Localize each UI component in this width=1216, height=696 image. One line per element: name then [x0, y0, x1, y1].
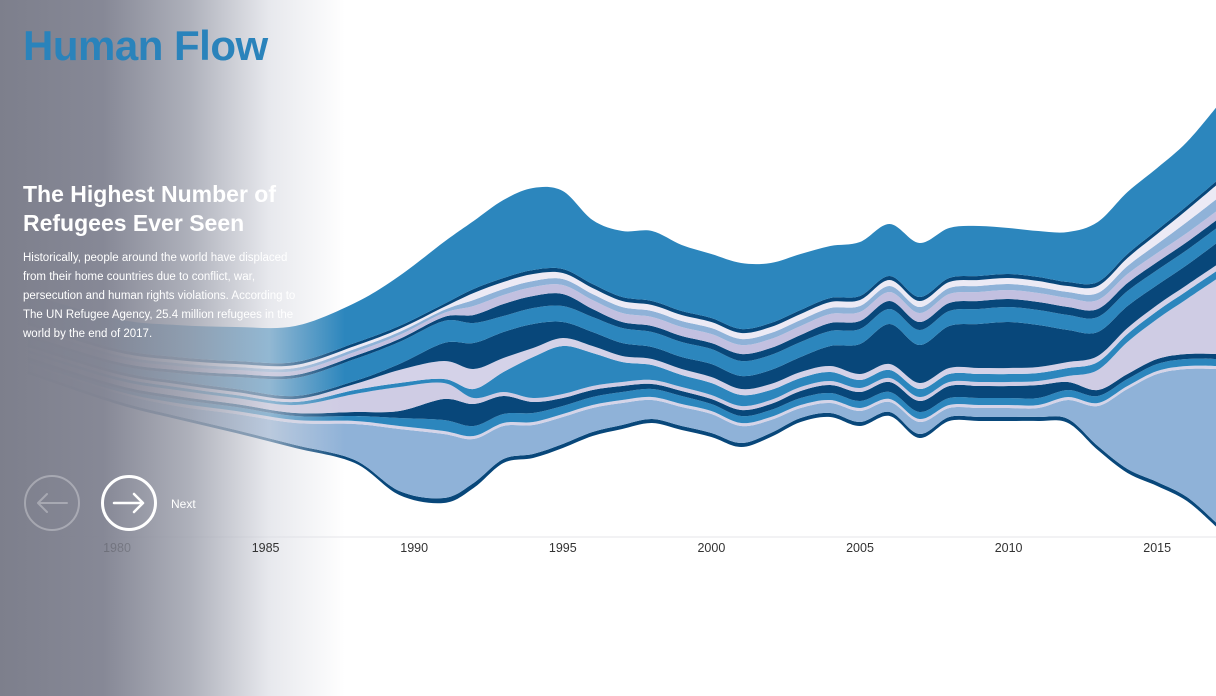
arrow-left-icon: [37, 493, 68, 513]
x-tick-2010: 2010: [994, 541, 1023, 555]
stream-band-3: [27, 363, 1216, 440]
stream-band-12: [27, 211, 1216, 377]
stream-band-9: [27, 243, 1216, 400]
stream-band-10: [27, 228, 1216, 397]
slide-heading: The Highest Number of Refugees Ever Seen: [23, 181, 277, 236]
stream-band-16: [27, 107, 1216, 364]
x-tick-1990: 1990: [400, 541, 429, 555]
previous-button[interactable]: [24, 475, 80, 531]
next-button[interactable]: [101, 475, 157, 531]
x-tick-2015: 2015: [1143, 541, 1172, 555]
arrow-right-icon: [112, 492, 145, 514]
stream-band-7: [27, 271, 1216, 407]
slide-body: Historically, people around the world ha…: [23, 252, 296, 340]
x-tick-1980: 1980: [103, 541, 131, 555]
next-label[interactable]: Next: [171, 497, 196, 511]
stream-band-5: [27, 353, 1216, 427]
x-tick-2000: 2000: [697, 541, 726, 555]
x-tick-2005: 2005: [846, 541, 874, 555]
x-tick-1985: 1985: [251, 541, 280, 555]
app-title: Human Flow: [23, 22, 268, 69]
x-tick-1995: 1995: [548, 541, 577, 555]
